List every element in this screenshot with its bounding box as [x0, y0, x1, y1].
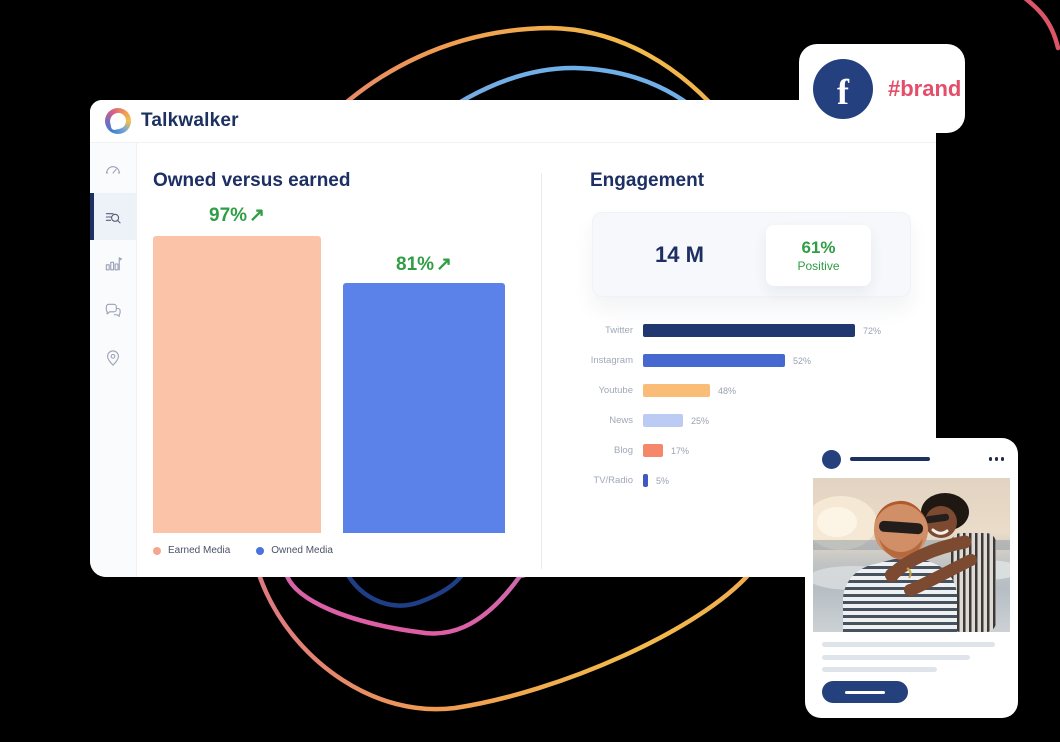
channel-label: Youtube — [598, 385, 633, 396]
channel-bar — [643, 444, 663, 457]
owned-legend-dot-icon — [256, 546, 265, 555]
earned-media-bar — [153, 236, 321, 533]
dashboard-window: Talkwalker — [90, 100, 936, 577]
engagement-summary-card: 14 M 61% Positive — [592, 212, 911, 297]
dashboard-content: Owned versus earned 97% ↗ 81% ↗ Earned Med… — [137, 143, 936, 577]
channel-row-news: News 25% — [542, 414, 936, 427]
channel-row-blog: Blog 17% — [542, 444, 936, 457]
channel-row-twitter: Twitter 72% — [542, 324, 936, 337]
channel-value: 52% — [793, 355, 812, 366]
bar-chart-flag-icon — [105, 256, 123, 270]
brand-hashtag: #brand — [888, 75, 962, 101]
sentiment-value: 61% — [801, 238, 836, 257]
sidebar-item-social-search[interactable] — [90, 193, 136, 240]
channel-label: Blog — [613, 445, 633, 456]
post-text-placeholder — [822, 642, 995, 647]
channel-label: Instagram — [590, 355, 633, 366]
panel-divider — [541, 173, 542, 569]
trend-up-icon: ↗ — [249, 205, 265, 226]
channel-value: 25% — [691, 415, 710, 426]
owned-vs-earned-title: Owned versus earned — [153, 170, 351, 191]
chat-bubbles-icon — [105, 303, 121, 317]
chart-legend: Earned Media Owned Media — [153, 545, 333, 556]
total-engagement-value: 14 M — [655, 241, 704, 267]
sidebar-item-analytics[interactable] — [90, 240, 136, 287]
channel-bar — [643, 384, 710, 397]
channel-row-tv-radio: TV/Radio 5% — [542, 474, 936, 487]
channel-bar — [643, 414, 683, 427]
earned-bar-value: 97% ↗ — [209, 205, 265, 226]
post-text-placeholder — [822, 655, 970, 660]
username-placeholder — [850, 457, 930, 461]
engagement-panel: Engagement 14 M 61% Positive Twitter 72% — [542, 143, 936, 577]
legend-earned-media: Earned Media — [153, 545, 230, 556]
location-pin-icon — [107, 349, 119, 366]
channel-label: Twitter — [605, 325, 633, 336]
social-post-card — [805, 438, 1018, 718]
sentiment-card: 61% Positive — [766, 225, 871, 286]
post-header — [805, 438, 1018, 478]
gauge-icon — [105, 165, 121, 173]
facebook-brand-card: f #brand — [799, 44, 965, 133]
post-text-placeholder — [822, 667, 937, 672]
channel-bars: Twitter 72% Instagram 52% Youtube — [542, 324, 936, 504]
channel-value: 5% — [656, 475, 670, 486]
channel-row-youtube: Youtube 48% — [542, 384, 936, 397]
channel-value: 17% — [671, 445, 690, 456]
engagement-title: Engagement — [590, 170, 705, 191]
post-photo — [813, 478, 1010, 632]
channel-value: 72% — [863, 325, 882, 336]
channel-label: News — [609, 415, 633, 426]
talkwalker-logo-icon — [105, 108, 131, 134]
sentiment-label: Positive — [797, 259, 840, 273]
channel-value: 48% — [718, 385, 737, 396]
channel-label: TV/Radio — [593, 475, 633, 486]
trend-up-icon: ↗ — [436, 254, 452, 275]
channel-bar — [643, 354, 785, 367]
channel-bar — [643, 324, 855, 337]
brand-name: Talkwalker — [141, 110, 239, 131]
post-cta-button[interactable] — [822, 681, 908, 703]
owned-bar-value: 81% ↗ — [396, 254, 452, 275]
sidebar — [90, 143, 137, 577]
owned-vs-earned-panel: Owned versus earned 97% ↗ 81% ↗ Earned Med… — [137, 143, 541, 577]
sidebar-item-conversations[interactable] — [90, 287, 136, 334]
search-lines-icon — [105, 212, 121, 223]
facebook-logo-circle: f — [813, 58, 873, 119]
channel-row-instagram: Instagram 52% — [542, 354, 936, 367]
owned-media-bar — [343, 283, 505, 533]
sidebar-item-dashboard[interactable] — [90, 146, 136, 193]
app-header: Talkwalker — [90, 100, 936, 143]
facebook-icon: f — [837, 71, 849, 112]
channel-bar — [643, 474, 648, 487]
earned-legend-dot-icon — [153, 546, 161, 555]
avatar — [822, 450, 841, 469]
legend-owned-media: Owned Media — [256, 545, 333, 556]
more-options-icon[interactable] — [988, 457, 1004, 461]
sidebar-item-locations[interactable] — [90, 334, 136, 381]
